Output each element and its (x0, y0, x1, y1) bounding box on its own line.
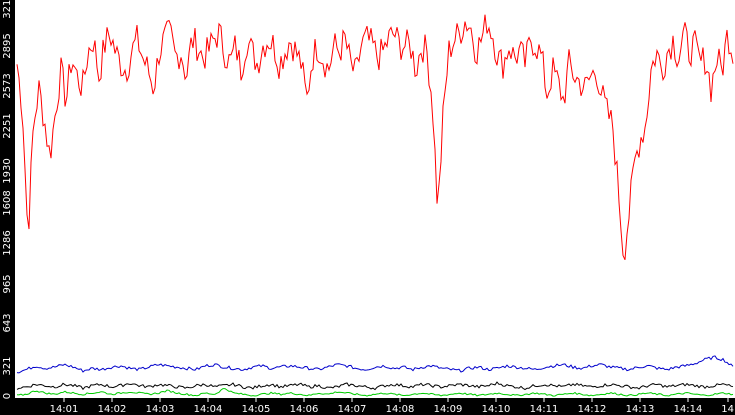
series-line (16, 388, 734, 397)
y-tick-label: 2895 (2, 33, 13, 58)
y-tick-label: 965 (2, 274, 13, 293)
y-tick-label: 2251 (2, 113, 13, 138)
x-tick-label: 14:09 (434, 404, 463, 415)
y-tick-label: 0 (2, 393, 13, 399)
y-tick-label: 643 (2, 313, 13, 332)
y-tick-label: 2573 (2, 73, 13, 98)
series-line (16, 14, 734, 261)
y-tick-label: 1930 (2, 158, 13, 183)
series-line (16, 355, 734, 374)
x-tick-label: 14 (721, 404, 734, 415)
x-tick-label: 14:02 (98, 404, 127, 415)
x-tick-label: 14:13 (626, 404, 655, 415)
x-tick-label: 14:12 (578, 404, 607, 415)
y-tick-label: 1608 (2, 190, 13, 215)
series-line (16, 381, 734, 391)
x-tick-label: 14:01 (50, 404, 79, 415)
x-tick-label: 14:05 (242, 404, 271, 415)
x-tick-label: 14:08 (386, 404, 415, 415)
x-tick-label: 14:14 (674, 404, 703, 415)
y-tick-label: 3217 (2, 0, 13, 19)
x-tick-label: 14:10 (482, 404, 511, 415)
plot-area (15, 0, 735, 398)
x-tick-label: 14:04 (194, 404, 223, 415)
y-tick-label: 321 (2, 356, 13, 375)
y-axis: 0 321 643 965 1286 1608 1930 2251 2573 2895 3217 (2, 0, 13, 399)
x-axis: 14:01 14:02 14:03 14:04 14:05 14:06 14:07 14:08… (50, 398, 734, 415)
series-layer (16, 14, 734, 397)
x-tick-label: 14:11 (530, 404, 559, 415)
y-tick-label: 1286 (2, 230, 13, 255)
x-tick-label: 14:07 (338, 404, 367, 415)
x-tick-label: 14:06 (290, 404, 319, 415)
x-tick-label: 14:03 (146, 404, 175, 415)
